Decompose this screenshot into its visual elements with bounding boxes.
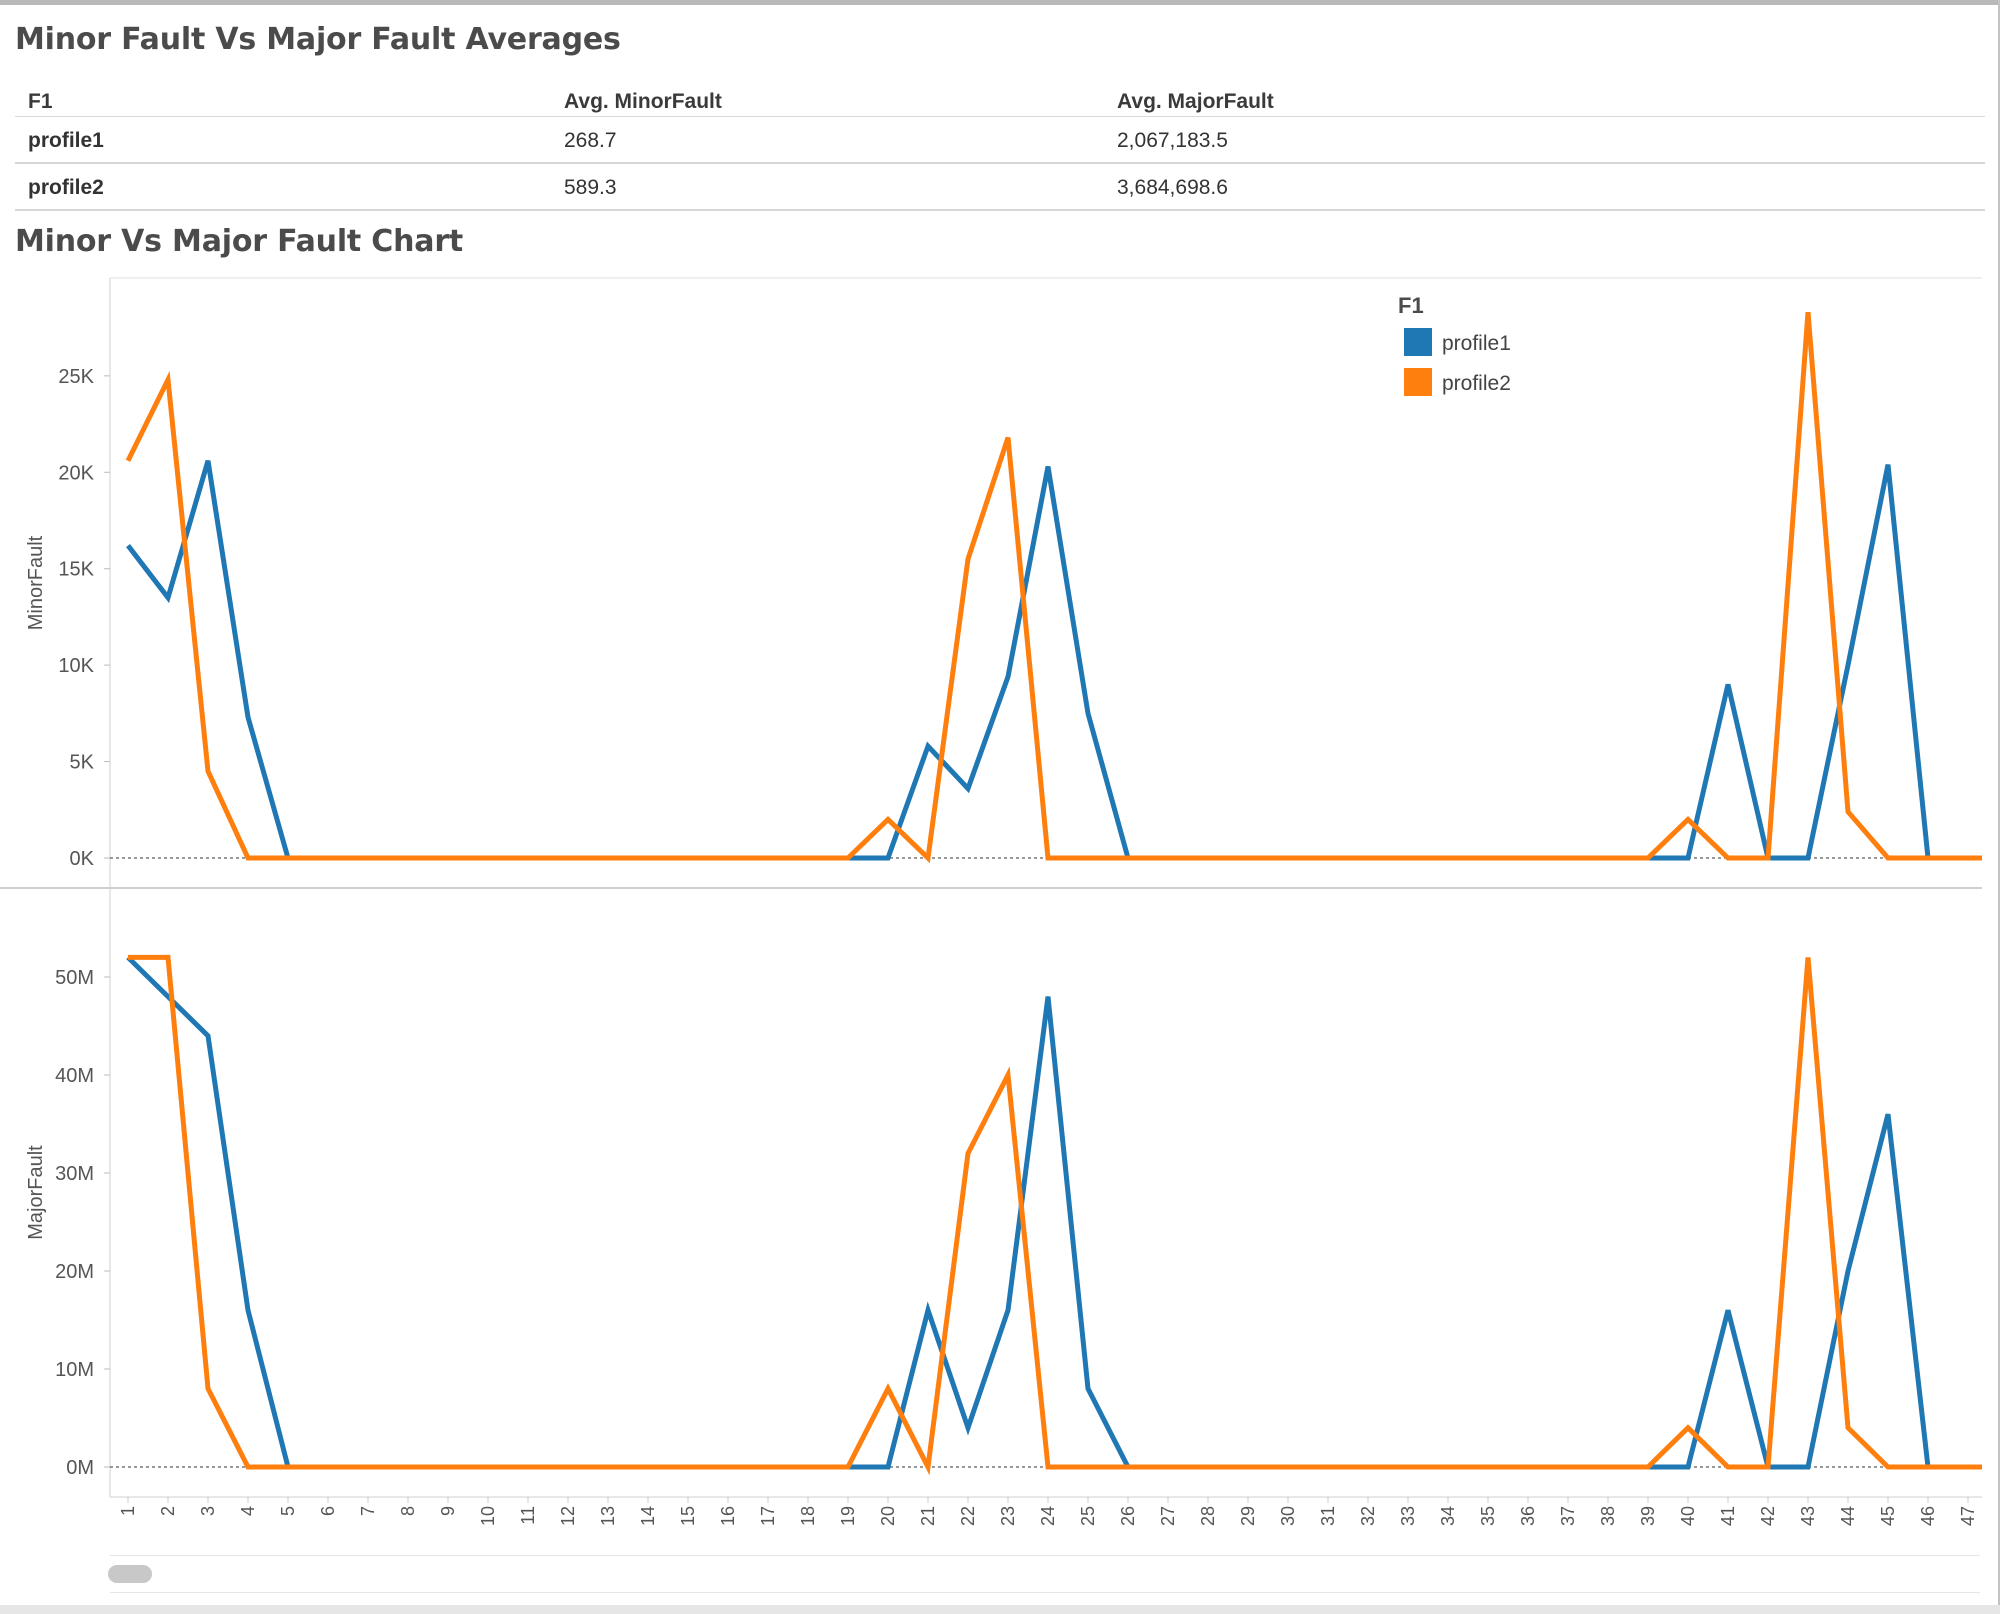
y-axis-title: MajorFault [25,1145,47,1240]
x-tick-label: 28 [1198,1506,1218,1526]
series-line-profile1 [126,460,1982,861]
x-tick-label: 36 [1518,1506,1538,1526]
y-tick-label: 30M [55,1163,94,1185]
row-profile-name: profile1 [28,129,104,152]
x-tick-label: 14 [638,1506,658,1526]
y-tick-label: 5K [70,752,95,774]
right-border [1998,0,2000,1605]
row-profile-name: profile2 [28,176,104,199]
y-tick-label: 10M [55,1359,94,1381]
x-tick-label: 25 [1078,1506,1098,1526]
top-border [0,0,2000,5]
legend-title: F1 [1398,293,1424,318]
x-tick-label: 40 [1678,1506,1698,1526]
row-avg-major: 3,684,698.6 [1117,176,1228,199]
series-line-profile2 [128,954,1982,1476]
y-tick-label: 0K [70,848,95,870]
x-tick-label: 43 [1798,1506,1818,1526]
header-f1: F1 [28,90,53,113]
table-row: profile2 589.3 3,684,698.6 [15,164,1985,211]
header-avg-minorfault: Avg. MinorFault [564,90,722,113]
x-tick-label: 24 [1038,1506,1058,1526]
x-tick-label: 45 [1878,1506,1898,1526]
series-line-profile1 [126,955,1982,1470]
legend-swatch-profile2 [1404,368,1432,396]
bottom-border [0,1605,2000,1614]
x-tick-label: 16 [718,1506,738,1526]
y-tick-label: 50M [55,967,94,989]
x-tick-label: 3 [198,1506,218,1516]
legend-swatch-profile1 [1404,328,1432,356]
y-tick-label: 40M [55,1065,94,1087]
x-tick-label: 12 [558,1506,578,1526]
x-tick-label: 23 [998,1506,1018,1526]
x-tick-label: 32 [1358,1506,1378,1526]
x-tick-label: 11 [518,1506,538,1525]
averages-table: F1 Avg. MinorFault Avg. MajorFault profi… [15,82,1985,211]
x-tick-label: 31 [1318,1506,1338,1526]
legend-label-profile2: profile2 [1442,372,1511,395]
x-tick-label: 44 [1838,1506,1858,1526]
x-tick-label: 5 [278,1506,298,1516]
x-tick-label: 15 [678,1506,698,1526]
x-tick-label: 27 [1158,1506,1178,1526]
x-tick-label: 1 [118,1506,138,1516]
x-tick-label: 22 [958,1506,978,1526]
x-tick-label: 6 [318,1506,338,1516]
x-tick-label: 17 [758,1506,778,1526]
horizontal-scrollbar-thumb[interactable] [108,1565,152,1583]
x-tick-label: 39 [1638,1506,1658,1526]
table-header: F1 Avg. MinorFault Avg. MajorFault [15,82,1985,117]
row-avg-minor: 268.7 [564,129,617,152]
y-tick-label: 20M [55,1261,94,1283]
horizontal-scrollbar-track[interactable] [110,1555,1980,1593]
y-tick-label: 20K [58,462,94,484]
x-tick-label: 19 [838,1506,858,1526]
x-tick-label: 10 [478,1506,498,1526]
x-tick-label: 35 [1478,1506,1498,1526]
x-tick-label: 7 [358,1506,378,1516]
y-tick-label: 10K [58,655,94,677]
y-tick-label: 0M [66,1457,94,1479]
x-tick-label: 20 [878,1506,898,1526]
x-tick-label: 34 [1438,1506,1458,1526]
x-tick-label: 13 [598,1506,618,1526]
x-tick-label: 37 [1558,1506,1578,1526]
table-row: profile1 268.7 2,067,183.5 [15,117,1985,164]
x-tick-label: 8 [398,1506,418,1516]
chart-title: Minor Vs Major Fault Chart [15,224,464,259]
x-tick-label: 26 [1118,1506,1138,1526]
y-tick-label: 15K [58,559,94,581]
x-tick-label: 18 [798,1506,818,1526]
x-tick-label: 33 [1398,1506,1418,1526]
x-tick-label: 38 [1598,1506,1618,1526]
x-tick-label: 29 [1238,1506,1258,1526]
y-tick-label: 25K [58,366,94,388]
row-avg-minor: 589.3 [564,176,617,199]
header-avg-majorfault: Avg. MajorFault [1117,90,1274,113]
averages-title: Minor Fault Vs Major Fault Averages [15,22,621,57]
x-tick-label: 9 [438,1506,458,1516]
x-tick-label: 41 [1718,1506,1738,1526]
legend-label-profile1: profile1 [1442,332,1511,355]
x-tick-label: 47 [1958,1506,1978,1526]
x-tick-label: 21 [918,1506,938,1526]
x-tick-label: 46 [1918,1506,1938,1526]
row-avg-major: 2,067,183.5 [1117,129,1228,152]
x-tick-label: 30 [1278,1506,1298,1526]
y-axis-title: MinorFault [25,535,47,630]
series-line-profile2 [125,312,1982,864]
x-tick-label: 4 [238,1506,258,1516]
x-tick-label: 42 [1758,1506,1778,1526]
x-tick-label: 2 [158,1506,178,1516]
